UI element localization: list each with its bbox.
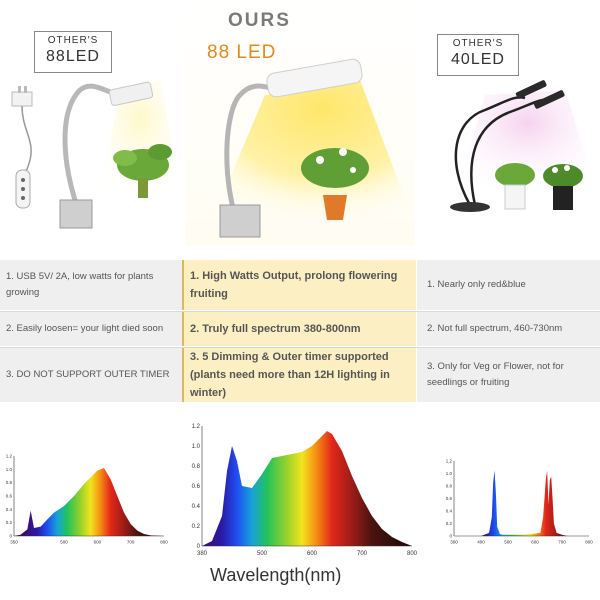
center-cell: 2. Truly full spectrum 380-800nm: [182, 312, 416, 346]
usb-adapter-icon: [11, 91, 33, 107]
ours-led-count: 88 LED: [207, 42, 277, 63]
y-tick-label: 1.0: [192, 444, 201, 450]
right-tag-line2: 40LED: [451, 51, 505, 68]
y-tick-label: 0.2: [6, 520, 13, 525]
y-tick-label: 1.0: [446, 471, 453, 476]
x-tick-label: 500: [504, 540, 512, 545]
plant-icon-2: [543, 164, 583, 188]
y-tick-label: 0: [9, 534, 12, 539]
spectrum-area: [14, 468, 164, 536]
row-divider: [0, 311, 600, 312]
y-tick-label: 0.8: [192, 464, 201, 470]
x-tick-label: 800: [585, 540, 593, 545]
right-cell: 1. Nearly only red&blue: [417, 260, 600, 310]
lamp-bar-2: [533, 90, 565, 109]
y-tick-label: 0.8: [6, 480, 13, 485]
lamp-head: [108, 81, 154, 106]
gooseneck-arm: [224, 83, 271, 231]
y-tick-label: 0.6: [446, 496, 453, 501]
row-divider: [0, 347, 600, 348]
left-cell: 3. DO NOT SUPPORT OUTER TIMER: [0, 348, 182, 402]
spectrum-area: [202, 431, 412, 546]
lamp-bar-1: [515, 80, 547, 99]
left-cell: 1. USB 5V/ 2A, low watts for plants grow…: [0, 260, 182, 310]
x-tick-label: 600: [94, 540, 102, 545]
flower-pot: [323, 195, 347, 220]
x-tick-label: 400: [477, 540, 485, 545]
wavelength-axis-label: Wavelength(nm): [210, 565, 342, 585]
ours-heading: OURS: [228, 10, 291, 31]
spectrum-area: [464, 470, 589, 536]
center-cell: 1. High Watts Output, prolong flowering …: [182, 260, 416, 310]
left-product-panel: OTHER'S 88LED: [0, 0, 185, 246]
center-cell: 3. 5 Dimming & Outer timer supported (pl…: [182, 348, 416, 402]
y-tick-label: 0: [449, 534, 452, 539]
x-tick-label: 300: [450, 540, 458, 545]
center-lamp-illustration: [210, 58, 415, 238]
y-tick-label: 0.6: [192, 484, 201, 490]
x-tick-label: 600: [307, 551, 318, 557]
y-tick-label: 0: [197, 544, 201, 550]
y-tick-label: 0.2: [192, 524, 201, 530]
x-tick-label: 800: [160, 540, 168, 545]
x-tick-label: 500: [60, 540, 68, 545]
y-tick-label: 1.2: [446, 459, 453, 464]
left-cell: 2. Easily loosen= your light died soon: [0, 312, 182, 346]
y-tick-label: 1.2: [192, 424, 201, 430]
x-tick-label: 350: [10, 540, 18, 545]
left-lamp-illustration: [11, 80, 185, 229]
table-row: 2. Easily loosen= your light died soon 2…: [0, 312, 600, 346]
gooseneck-arm-1: [454, 96, 526, 206]
y-tick-label: 0.6: [6, 494, 13, 499]
x-tick-label: 700: [357, 551, 368, 557]
y-tick-label: 0.4: [192, 504, 201, 510]
left-tag-line2: 88LED: [46, 48, 100, 65]
plant-icon: [301, 148, 369, 188]
light-beam: [95, 80, 185, 210]
clamp-icon: [450, 202, 490, 212]
x-tick-label: 500: [257, 551, 268, 557]
right-cell: 2. Not full spectrum, 460-730nm: [417, 312, 600, 346]
table-row: 3. DO NOT SUPPORT OUTER TIMER 3. 5 Dimmi…: [0, 348, 600, 402]
light-beam: [210, 80, 415, 225]
right-lamp-illustration: [450, 80, 600, 212]
y-tick-label: 0.2: [446, 521, 453, 526]
right-cell: 3. Only for Veg or Flower, not for seedl…: [417, 348, 600, 402]
center-product-panel: OURS 88 LED: [185, 0, 415, 246]
x-tick-label: 600: [531, 540, 539, 545]
x-tick-label: 700: [558, 540, 566, 545]
x-tick-label: 800: [407, 551, 418, 557]
comparison-table: 1. USB 5V/ 2A, low watts for plants grow…: [0, 250, 600, 414]
plant-icon-1: [495, 163, 535, 187]
right-spectrum-chart: 0 0.2 0.4 0.6 0.8 1.0 1.2 300 400 500 600 700 800: [446, 459, 594, 545]
x-tick-label: 700: [127, 540, 135, 545]
table-row: 1. USB 5V/ 2A, low watts for plants grow…: [0, 260, 600, 310]
y-tick-label: 0.8: [446, 484, 453, 489]
y-tick-label: 1.2: [6, 454, 13, 459]
left-spectrum-chart: 0 0.2 0.4 0.6 0.8 1.0 1.2 350 500 600 700 800: [6, 454, 169, 545]
y-tick-label: 1.0: [6, 467, 13, 472]
center-spectrum-chart: 0 0.2 0.4 0.6 0.8 1.0 1.2 380 500 600 700 800: [192, 424, 418, 557]
left-product-tag: OTHER'S 88LED: [34, 31, 112, 73]
x-tick-label: 380: [197, 551, 208, 557]
clamp-icon: [59, 199, 93, 229]
y-tick-label: 0.4: [6, 507, 13, 512]
clamp-icon: [219, 204, 261, 238]
y-tick-label: 0.4: [446, 509, 453, 514]
lamp-head: [266, 58, 363, 98]
gooseneck-arm: [62, 83, 121, 216]
left-tag-line1: OTHER'S: [47, 35, 99, 46]
right-tag-line1: OTHER'S: [452, 38, 504, 49]
right-product-panel: OTHER'S 40LED: [415, 0, 600, 246]
right-product-tag: OTHER'S 40LED: [437, 34, 519, 76]
